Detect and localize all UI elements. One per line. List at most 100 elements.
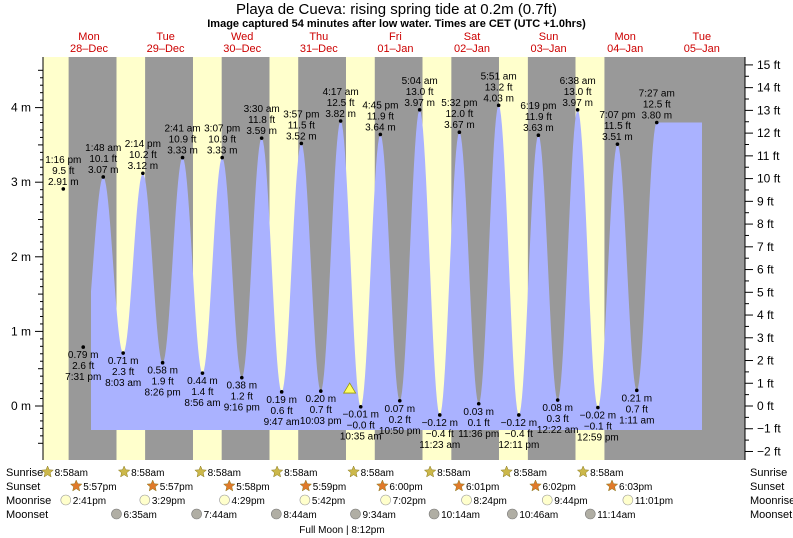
high-tide-point	[141, 171, 145, 176]
day-name-label: Mon	[78, 31, 99, 43]
right-tick-label: 10 ft	[757, 172, 781, 186]
low-tide-metres: 0.19 m	[266, 395, 297, 406]
right-tick-label: 2 ft	[757, 354, 774, 368]
high-tide-point	[338, 119, 343, 123]
sunrise-time: 8:58am	[361, 468, 394, 479]
left-tick-label: 1 m	[11, 324, 31, 338]
low-tide-point	[81, 345, 86, 349]
high-tide-metres: 3.33 m	[207, 146, 238, 157]
day-name-label: Fri	[389, 31, 402, 43]
low-tide-point	[517, 413, 521, 417]
sunset-time: 6:02pm	[542, 482, 575, 493]
day-date-label: 28–Dec	[70, 43, 108, 55]
high-tide-time: 7:07 pm	[599, 110, 635, 121]
day-date-label: 03–Jan	[531, 43, 567, 55]
low-tide-metres: 0.07 m	[384, 404, 415, 415]
daylight-band	[43, 57, 69, 460]
right-tick-label: −2 ft	[757, 444, 781, 458]
moonrise-icon	[622, 494, 634, 506]
low-tide-time: 10:03 pm	[300, 416, 342, 427]
high-tide-feet: 13.0 ft	[564, 87, 592, 98]
high-tide-point	[101, 175, 106, 179]
low-tide-feet: 1.9 ft	[151, 377, 173, 388]
moonrise-row-label-left: Moonrise	[6, 495, 51, 507]
right-tick-label: 6 ft	[757, 263, 774, 277]
moonrise-icon	[139, 494, 151, 506]
low-tide-time: 9:16 pm	[224, 403, 260, 414]
high-tide-metres: 3.64 m	[365, 122, 396, 133]
sunrise-row-label-left: Sunrise	[6, 467, 43, 479]
high-tide-time: 2:14 pm	[125, 139, 161, 150]
day-date-label: 01–Jan	[377, 43, 413, 55]
low-tide-point	[358, 404, 363, 409]
low-tide-feet: 0.7 ft	[626, 404, 648, 415]
high-tide-point	[417, 108, 422, 112]
day-name-label: Sat	[464, 31, 481, 43]
low-tide-metres: −0.01 m	[343, 410, 379, 421]
high-tide-point	[220, 155, 224, 160]
sunrise-time: 8:58am	[437, 468, 470, 479]
high-tide-feet: 10.9 ft	[208, 135, 236, 146]
sunset-row-label-left: Sunset	[6, 481, 40, 493]
high-tide-metres: 3.12 m	[128, 161, 159, 172]
low-tide-feet: 2.6 ft	[72, 361, 94, 372]
moonrise-time: 9:44pm	[554, 496, 587, 507]
high-tide-point	[536, 133, 541, 138]
left-tick-label: 3 m	[11, 175, 31, 189]
moonrise-icon	[60, 494, 72, 506]
high-tide-time: 5:04 am	[402, 76, 438, 87]
sunrise-icon	[347, 465, 360, 478]
low-tide-feet: −0.0 ft	[347, 421, 375, 432]
high-tide-feet: 10.1 ft	[89, 154, 117, 165]
low-tide-feet: −0.4 ft	[426, 429, 454, 440]
sunset-icon	[69, 479, 83, 492]
right-tick-label: 8 ft	[757, 217, 774, 231]
right-tick-label: 15 ft	[757, 58, 781, 72]
high-tide-feet: 12.5 ft	[327, 98, 355, 109]
high-tide-metres: 3.82 m	[325, 109, 356, 120]
high-tide-time: 3:57 pm	[283, 109, 319, 120]
sunrise-time: 8:58am	[55, 468, 88, 479]
low-tide-point	[596, 405, 600, 410]
low-tide-point	[397, 398, 402, 403]
right-tick-label: 5 ft	[757, 285, 774, 299]
high-tide-time: 1:48 am	[85, 143, 121, 154]
moonrise-time: 2:41pm	[73, 496, 106, 507]
high-tide-time: 1:16 pm	[45, 155, 81, 166]
day-name-label: Thu	[309, 31, 328, 43]
low-tide-time: 7:31 pm	[65, 372, 101, 383]
high-tide-point	[575, 108, 580, 112]
high-tide-time: 5:32 pm	[441, 98, 477, 109]
low-tide-time: 12:22 am	[537, 425, 579, 436]
high-tide-time: 6:38 am	[560, 76, 596, 87]
moonset-icon	[428, 508, 440, 520]
low-tide-metres: 0.03 m	[463, 407, 494, 418]
high-tide-time: 6:19 pm	[520, 101, 556, 112]
low-tide-time: 10:35 am	[340, 432, 382, 443]
high-tide-point	[457, 130, 462, 135]
sunrise-time: 8:58am	[590, 468, 623, 479]
high-tide-point	[259, 136, 264, 140]
low-tide-time: 11:23 am	[419, 440, 460, 451]
low-tide-metres: −0.12 m	[501, 418, 537, 429]
sunrise-icon	[423, 465, 437, 478]
low-tide-time: 12:11 pm	[498, 440, 539, 451]
right-tick-label: 11 ft	[757, 149, 780, 163]
sunrise-icon	[270, 465, 284, 478]
high-tide-feet: 9.5 ft	[52, 166, 74, 177]
day-date-label: 31–Dec	[300, 43, 338, 55]
high-tide-feet: 12.0 ft	[445, 109, 473, 120]
sunset-icon	[376, 479, 389, 492]
low-tide-time: 8:03 am	[105, 378, 141, 389]
low-tide-metres: 0.71 m	[108, 356, 139, 367]
moonset-icon	[191, 508, 202, 520]
low-tide-feet: 1.4 ft	[191, 387, 213, 398]
moonset-time: 8:44am	[283, 510, 316, 521]
moonrise-time: 7:02pm	[393, 496, 426, 507]
high-tide-time: 4:45 pm	[362, 100, 398, 111]
sunset-time: 5:57pm	[160, 482, 193, 493]
moonset-icon	[271, 508, 282, 520]
high-tide-time: 3:07 pm	[204, 124, 240, 135]
moonrise-icon	[541, 494, 553, 506]
